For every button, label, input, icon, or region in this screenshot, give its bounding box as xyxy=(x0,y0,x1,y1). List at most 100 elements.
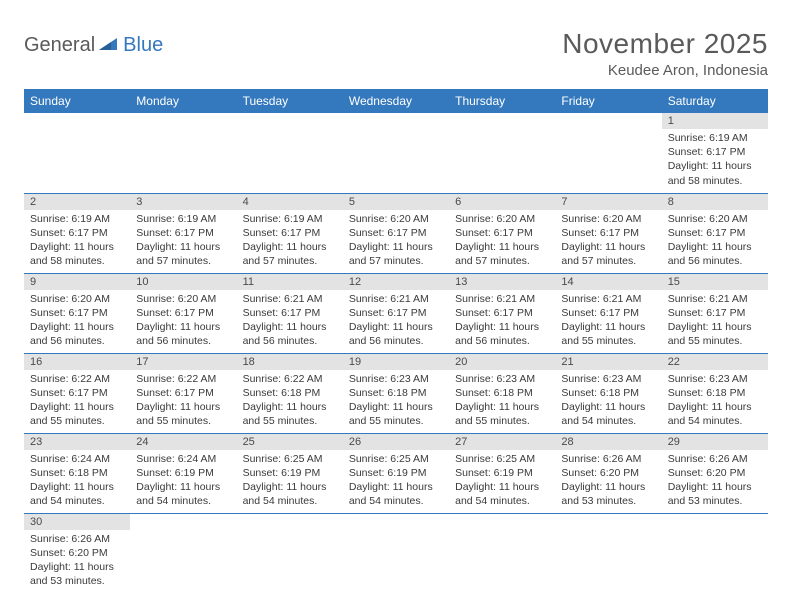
cell-line: and 58 minutes. xyxy=(668,174,762,188)
logo: General Blue xyxy=(24,34,163,57)
cell-line: and 54 minutes. xyxy=(561,414,655,428)
cell-line: Sunrise: 6:22 AM xyxy=(243,372,337,386)
calendar-cell: 20Sunrise: 6:23 AMSunset: 6:18 PMDayligh… xyxy=(449,353,555,433)
day-number: 17 xyxy=(130,354,236,370)
calendar-cell xyxy=(343,113,449,193)
logo-flag-icon xyxy=(99,36,121,52)
calendar-cell: 24Sunrise: 6:24 AMSunset: 6:19 PMDayligh… xyxy=(130,433,236,513)
calendar-table: Sunday Monday Tuesday Wednesday Thursday… xyxy=(24,89,768,593)
title-block: November 2025 Keudee Aron, Indonesia xyxy=(562,28,768,79)
cell-line: and 54 minutes. xyxy=(349,494,443,508)
cell-line: Sunrise: 6:26 AM xyxy=(30,532,124,546)
calendar-cell: 17Sunrise: 6:22 AMSunset: 6:17 PMDayligh… xyxy=(130,353,236,433)
cell-line: Sunrise: 6:22 AM xyxy=(136,372,230,386)
cell-line: Sunrise: 6:23 AM xyxy=(349,372,443,386)
calendar-cell xyxy=(237,113,343,193)
cell-line: and 56 minutes. xyxy=(243,334,337,348)
cell-line: Sunrise: 6:23 AM xyxy=(455,372,549,386)
cell-line: Daylight: 11 hours xyxy=(455,320,549,334)
day-number xyxy=(555,113,661,129)
cell-line: and 56 minutes. xyxy=(455,334,549,348)
cell-line: Daylight: 11 hours xyxy=(349,400,443,414)
calendar-cell: 6Sunrise: 6:20 AMSunset: 6:17 PMDaylight… xyxy=(449,193,555,273)
day-number xyxy=(662,514,768,530)
cell-line: Sunrise: 6:25 AM xyxy=(455,452,549,466)
day-number-row: 28 xyxy=(555,434,661,450)
cell-line: Daylight: 11 hours xyxy=(455,400,549,414)
cell-line: Daylight: 11 hours xyxy=(30,480,124,494)
cell-line: Sunrise: 6:21 AM xyxy=(561,292,655,306)
cell-line: and 57 minutes. xyxy=(561,254,655,268)
day-number: 3 xyxy=(130,194,236,210)
calendar-cell: 12Sunrise: 6:21 AMSunset: 6:17 PMDayligh… xyxy=(343,273,449,353)
cell-line: Sunset: 6:20 PM xyxy=(561,466,655,480)
cell-line: Sunset: 6:17 PM xyxy=(243,226,337,240)
cell-line: Sunset: 6:19 PM xyxy=(455,466,549,480)
cell-line: Sunrise: 6:19 AM xyxy=(30,212,124,226)
day-number-row xyxy=(449,113,555,129)
cell-line: Daylight: 11 hours xyxy=(243,400,337,414)
day-number-row: 27 xyxy=(449,434,555,450)
calendar-cell xyxy=(555,113,661,193)
cell-line: Sunrise: 6:19 AM xyxy=(136,212,230,226)
cell-line: Sunrise: 6:26 AM xyxy=(561,452,655,466)
day-header: Wednesday xyxy=(343,89,449,113)
cell-body: Sunrise: 6:20 AMSunset: 6:17 PMDaylight:… xyxy=(555,210,661,273)
day-number: 24 xyxy=(130,434,236,450)
calendar-cell xyxy=(130,113,236,193)
day-number-row xyxy=(449,514,555,530)
calendar-cell: 30Sunrise: 6:26 AMSunset: 6:20 PMDayligh… xyxy=(24,513,130,593)
cell-body: Sunrise: 6:25 AMSunset: 6:19 PMDaylight:… xyxy=(343,450,449,513)
cell-line: Sunset: 6:20 PM xyxy=(30,546,124,560)
calendar-cell: 18Sunrise: 6:22 AMSunset: 6:18 PMDayligh… xyxy=(237,353,343,433)
calendar-cell: 21Sunrise: 6:23 AMSunset: 6:18 PMDayligh… xyxy=(555,353,661,433)
calendar-cell xyxy=(24,113,130,193)
cell-line: Daylight: 11 hours xyxy=(668,159,762,173)
cell-line: and 53 minutes. xyxy=(668,494,762,508)
day-number-row xyxy=(237,514,343,530)
day-number-row xyxy=(555,514,661,530)
day-number: 25 xyxy=(237,434,343,450)
day-number xyxy=(343,514,449,530)
day-header: Monday xyxy=(130,89,236,113)
calendar-cell: 19Sunrise: 6:23 AMSunset: 6:18 PMDayligh… xyxy=(343,353,449,433)
day-number-row: 2 xyxy=(24,194,130,210)
cell-line: Daylight: 11 hours xyxy=(349,480,443,494)
calendar-cell: 1Sunrise: 6:19 AMSunset: 6:17 PMDaylight… xyxy=(662,113,768,193)
cell-line: Sunset: 6:18 PM xyxy=(668,386,762,400)
cell-body: Sunrise: 6:24 AMSunset: 6:18 PMDaylight:… xyxy=(24,450,130,513)
cell-body: Sunrise: 6:26 AMSunset: 6:20 PMDaylight:… xyxy=(662,450,768,513)
cell-body xyxy=(343,129,449,135)
calendar-cell: 23Sunrise: 6:24 AMSunset: 6:18 PMDayligh… xyxy=(24,433,130,513)
day-number-row xyxy=(130,514,236,530)
day-number: 30 xyxy=(24,514,130,530)
day-number: 21 xyxy=(555,354,661,370)
cell-line: Sunset: 6:19 PM xyxy=(243,466,337,480)
cell-body xyxy=(449,530,555,536)
cell-line: Daylight: 11 hours xyxy=(243,480,337,494)
calendar-week-row: 16Sunrise: 6:22 AMSunset: 6:17 PMDayligh… xyxy=(24,353,768,433)
day-number: 20 xyxy=(449,354,555,370)
day-number-row xyxy=(662,514,768,530)
cell-body xyxy=(130,530,236,536)
cell-line: Sunrise: 6:23 AM xyxy=(668,372,762,386)
cell-body: Sunrise: 6:21 AMSunset: 6:17 PMDaylight:… xyxy=(662,290,768,353)
day-number-row: 13 xyxy=(449,274,555,290)
calendar-cell: 13Sunrise: 6:21 AMSunset: 6:17 PMDayligh… xyxy=(449,273,555,353)
cell-line: Daylight: 11 hours xyxy=(455,480,549,494)
cell-line: and 55 minutes. xyxy=(136,414,230,428)
cell-line: Daylight: 11 hours xyxy=(561,400,655,414)
cell-body: Sunrise: 6:20 AMSunset: 6:17 PMDaylight:… xyxy=(130,290,236,353)
cell-body: Sunrise: 6:25 AMSunset: 6:19 PMDaylight:… xyxy=(237,450,343,513)
calendar-week-row: 1Sunrise: 6:19 AMSunset: 6:17 PMDaylight… xyxy=(24,113,768,193)
day-number: 15 xyxy=(662,274,768,290)
day-number-row xyxy=(343,514,449,530)
cell-body: Sunrise: 6:23 AMSunset: 6:18 PMDaylight:… xyxy=(343,370,449,433)
day-number-row xyxy=(555,113,661,129)
cell-body: Sunrise: 6:19 AMSunset: 6:17 PMDaylight:… xyxy=(24,210,130,273)
day-number: 2 xyxy=(24,194,130,210)
day-number-row xyxy=(24,113,130,129)
cell-line: and 54 minutes. xyxy=(668,414,762,428)
day-number: 19 xyxy=(343,354,449,370)
cell-body: Sunrise: 6:20 AMSunset: 6:17 PMDaylight:… xyxy=(449,210,555,273)
